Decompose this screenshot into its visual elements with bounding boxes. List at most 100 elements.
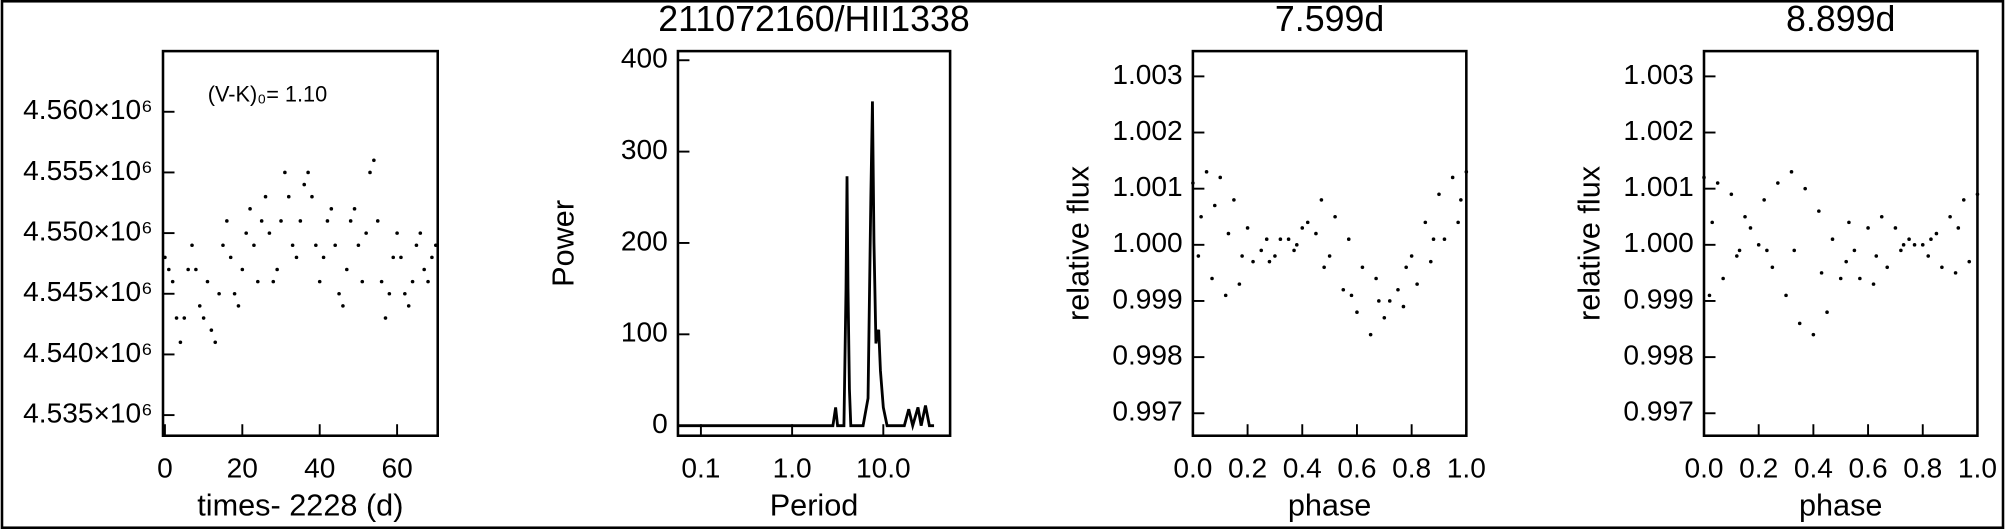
data-point [1295, 243, 1299, 247]
data-point [1702, 175, 1706, 180]
data-point [1934, 231, 1939, 236]
data-point [1825, 310, 1829, 314]
data-point [348, 219, 353, 223]
data-point [1409, 254, 1414, 258]
data-point [228, 255, 233, 260]
x-tick-label: 0.0 [1684, 453, 1723, 484]
data-point [275, 267, 279, 272]
data-point [1292, 248, 1296, 253]
data-point [1251, 259, 1255, 264]
data-point [1459, 198, 1463, 202]
data-point [1737, 248, 1742, 253]
data-point [1901, 243, 1906, 247]
y-tick-label: 1.001 [1112, 171, 1182, 202]
data-point [1423, 220, 1428, 225]
data-point [364, 231, 368, 235]
data-point [1245, 226, 1250, 230]
y-tick-label: 100 [621, 317, 668, 348]
data-point [1885, 265, 1889, 270]
x-tick-label: 40 [304, 453, 335, 484]
data-point [422, 267, 426, 272]
x-tick-label: 1.0 [1958, 453, 1997, 484]
y-tick-label: 0.999 [1112, 283, 1182, 314]
data-point [1237, 282, 1242, 286]
y-tick-label: 300 [621, 134, 668, 165]
data-point [352, 207, 357, 211]
data-point [317, 279, 322, 284]
annotation: (V-K)₀= 1.10 [208, 82, 327, 107]
data-point [1858, 276, 1862, 281]
y-tick-label: 1.002 [1623, 115, 1693, 146]
y-tick-label: 4.540×10⁶ [23, 337, 153, 368]
data-point [240, 267, 245, 272]
data-point [372, 158, 376, 163]
data-point [248, 207, 252, 211]
y-tick-label: 1.002 [1112, 115, 1182, 146]
data-point [321, 255, 326, 260]
data-point [1838, 276, 1843, 281]
x-axis-label: times- 2228 (d) [197, 488, 403, 522]
data-point [391, 255, 396, 260]
data-point [1327, 254, 1332, 258]
data-point [1346, 237, 1351, 241]
data-point [1319, 198, 1324, 202]
data-point [209, 328, 214, 332]
data-point [1431, 237, 1436, 241]
data-point [1377, 299, 1381, 303]
y-axis-label: relative flux [1062, 166, 1096, 321]
data-point [1953, 271, 1958, 275]
data-point [186, 267, 190, 272]
y-tick-label: 0.997 [1623, 396, 1693, 427]
y-tick-label: 0 [652, 408, 668, 439]
x-tick-label: 0.6 [1337, 453, 1376, 484]
data-point [403, 291, 407, 296]
data-point [194, 267, 198, 272]
data-point [1735, 254, 1739, 258]
x-tick-label: 0.0 [1173, 453, 1212, 484]
data-point [236, 304, 241, 308]
data-point [1948, 214, 1952, 219]
data-point [1204, 170, 1209, 174]
data-point [356, 243, 361, 248]
y-tick-label: 4.560×10⁶ [23, 94, 153, 125]
data-point [1847, 220, 1851, 225]
data-point [1940, 265, 1944, 270]
x-tick-label: 0.4 [1794, 453, 1833, 484]
chart-title: 8.899d [1786, 0, 1895, 39]
data-point [1879, 214, 1884, 219]
data-point [1748, 226, 1753, 230]
data-point [1819, 271, 1824, 275]
x-tick-label: 10.0 [856, 453, 911, 484]
data-point [1929, 237, 1933, 241]
data-point [426, 279, 430, 284]
data-point [383, 316, 388, 320]
x-axis-label: Period [770, 488, 859, 522]
data-point [337, 291, 341, 296]
plot-frame [1191, 49, 1468, 437]
y-axis-label: Power [547, 200, 581, 287]
data-point [1259, 248, 1264, 253]
data-point [418, 231, 423, 235]
data-point [263, 194, 268, 199]
data-line [677, 101, 935, 432]
data-point [1830, 237, 1835, 241]
data-point [182, 316, 187, 320]
data-point [1314, 231, 1318, 236]
data-point [279, 219, 283, 223]
y-tick-label: 200 [621, 225, 668, 256]
data-point [325, 219, 330, 223]
data-point [294, 255, 299, 260]
data-point [221, 243, 225, 248]
data-point [1333, 214, 1337, 219]
data-point [430, 255, 434, 260]
x-tick-label: 60 [381, 453, 412, 484]
data-point [1382, 316, 1387, 320]
data-point [1920, 243, 1925, 247]
data-point [1967, 259, 1972, 264]
data-point [205, 279, 210, 284]
data-point [329, 207, 334, 211]
data-point [1710, 220, 1714, 225]
data-point [252, 243, 256, 248]
data-point [368, 170, 372, 175]
